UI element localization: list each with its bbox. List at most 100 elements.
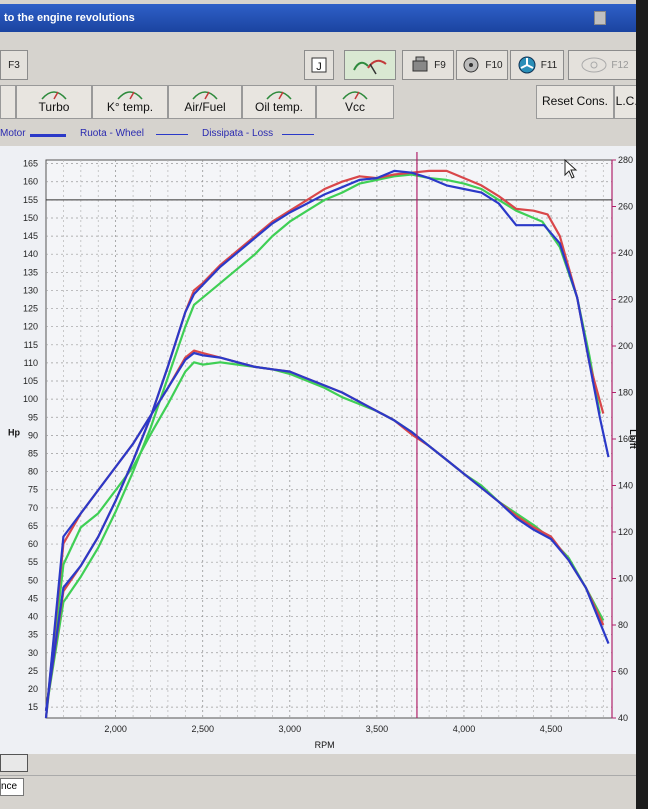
legend-wheel-label: Ruota - Wheel	[80, 128, 144, 139]
tab-ktemp[interactable]: K° temp.	[92, 85, 168, 119]
report-icon: J	[311, 57, 327, 73]
y-tick-label-left: 70	[28, 503, 38, 513]
tab-vcc[interactable]: Vcc	[316, 85, 394, 119]
legend-motor-swatch	[30, 134, 66, 137]
lcr-label: L.C.R	[615, 94, 636, 108]
y-tick-label-right: 160	[618, 434, 633, 444]
y-tick-label-left: 85	[28, 448, 38, 458]
y-tick-label-right: 200	[618, 341, 633, 351]
y-tick-label-left: 150	[23, 213, 38, 223]
y-tick-label-left: 75	[28, 485, 38, 495]
y-axis-title-right: Lb/ft	[628, 429, 636, 449]
y-tick-label-right: 120	[618, 527, 633, 537]
f3-label: F3	[8, 59, 20, 71]
y-tick-label-left: 35	[28, 630, 38, 640]
lcr-button[interactable]: L.C.R	[614, 85, 636, 119]
reset-consumption-button[interactable]: Reset Cons.	[536, 85, 614, 119]
turbo-icon	[463, 57, 479, 73]
mouse-pointer-icon	[564, 158, 578, 179]
legend-loss-label: Dissipata - Loss	[202, 128, 274, 139]
y-tick-label-left: 95	[28, 412, 38, 422]
reset-consumption-label: Reset Cons.	[541, 94, 609, 108]
power-curve-blue	[44, 169, 610, 711]
tab-turbo[interactable]: Turbo	[16, 85, 92, 119]
chart-grid	[45, 159, 616, 719]
y-tick-label-left: 105	[23, 376, 38, 386]
y-tick-label-left: 160	[23, 177, 38, 187]
y-tick-label-left: 25	[28, 666, 38, 676]
gauge-icon	[117, 91, 143, 100]
status-bar: nce	[0, 775, 636, 798]
graph-button[interactable]	[344, 50, 396, 80]
tab-ktemp-label: K° temp.	[106, 100, 154, 114]
window-titlebar: to the engine revolutions	[0, 4, 636, 32]
y-tick-label-left: 145	[23, 231, 38, 241]
tab-motor-edge[interactable]	[0, 85, 16, 119]
f3-button[interactable]: F3	[0, 50, 28, 80]
x-tick-label: 4,000	[453, 724, 476, 734]
tab-vcc-label: Vcc	[344, 100, 365, 114]
f9-button[interactable]: F9	[402, 50, 454, 80]
dyno-chart: 15 20 25 30 35 40 45 50 55 60 65 70 75 80 85 90 95 100 105…	[0, 146, 636, 754]
y-tick-label-right: 140	[618, 481, 633, 491]
tab-oiltemp[interactable]: Oil temp.	[242, 85, 316, 119]
y-tick-label-left: 140	[23, 249, 38, 259]
axis-labels-group: 15 20 25 30 35 40 45 50 55 60 65 70 75 80 85 90 95 100 105…	[8, 155, 636, 750]
y-tick-label-left: 55	[28, 557, 38, 567]
f12-label: F12	[611, 59, 629, 71]
y-tick-label-right: 260	[618, 202, 633, 212]
y-tick-label-right: 100	[618, 574, 633, 584]
disc-icon	[581, 57, 607, 73]
y-tick-label-right: 240	[618, 248, 633, 258]
y-tick-label-right: 60	[618, 667, 628, 677]
tab-oiltemp-label: Oil temp.	[254, 100, 303, 114]
f10-button[interactable]: F10	[456, 50, 508, 80]
y-tick-label-left: 135	[23, 267, 38, 277]
y-tick-label-left: 30	[28, 648, 38, 658]
window-title: to the engine revolutions	[4, 12, 135, 24]
legend-wheel-swatch	[156, 134, 188, 135]
gauge-icon	[192, 91, 218, 100]
x-tick-label: 2,000	[104, 724, 127, 734]
y-tick-label-left: 115	[24, 340, 38, 350]
y-tick-label-right: 40	[618, 713, 628, 723]
y-tick-label-left: 120	[23, 322, 38, 332]
f12-button[interactable]: F12	[568, 50, 636, 80]
y-tick-label-left: 65	[28, 521, 38, 531]
torque-curve-blue	[44, 351, 610, 719]
y-tick-label-left: 110	[24, 358, 38, 368]
gauge-icon	[41, 91, 67, 100]
tab-airfuel[interactable]: Air/Fuel	[168, 85, 242, 119]
f11-label: F11	[540, 59, 558, 71]
report-button[interactable]: J	[304, 50, 334, 80]
y-tick-label-left: 80	[28, 467, 38, 477]
y-tick-label-left: 165	[23, 159, 38, 169]
engine-icon	[412, 56, 428, 72]
y-tick-label-left: 125	[23, 304, 38, 314]
titlebar-control[interactable]	[594, 11, 606, 25]
x-tick-label: 3,500	[366, 724, 389, 734]
y-tick-label-left: 15	[28, 702, 38, 712]
tab-airfuel-label: Air/Fuel	[184, 100, 226, 114]
y-tick-label-right: 280	[618, 155, 633, 165]
y-tick-label-left: 60	[28, 539, 38, 549]
power-curve-green	[44, 173, 601, 711]
gauge-icon	[266, 91, 292, 100]
y-tick-label-left: 155	[23, 195, 38, 205]
y-tick-label-left: 45	[28, 593, 38, 603]
x-tick-label: 3,000	[279, 724, 302, 734]
f11-button[interactable]: F11	[510, 50, 564, 80]
svg-text:J: J	[316, 61, 322, 73]
y-tick-label-left: 40	[28, 612, 38, 622]
status-input[interactable]	[0, 754, 28, 772]
x-axis-title: RPM	[315, 740, 335, 750]
y-axis-title-left: Hp	[8, 427, 20, 437]
f10-label: F10	[485, 59, 503, 71]
y-tick-label-left: 100	[23, 394, 38, 404]
y-tick-label-left: 20	[28, 684, 38, 694]
x-tick-label: 4,500	[540, 724, 563, 734]
gauge-icon	[342, 91, 368, 100]
x-tick-label: 2,500	[191, 724, 214, 734]
legend-motor-label: Motor	[0, 128, 26, 139]
